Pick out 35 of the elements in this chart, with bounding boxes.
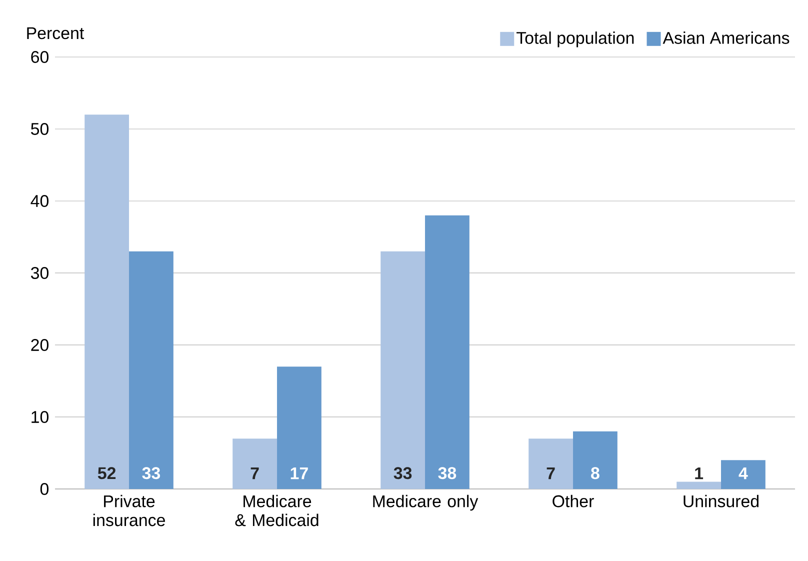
bar [380, 251, 426, 489]
data-label: 7 [250, 467, 259, 480]
y-tick-label: 50 [31, 122, 49, 135]
bar [721, 460, 766, 489]
bar [676, 482, 722, 489]
data-label: 8 [591, 467, 600, 480]
bar [129, 251, 174, 489]
data-label: 1 [695, 467, 704, 480]
y-tick-label: 10 [32, 410, 49, 423]
x-tick-label: Private insurance [93, 494, 165, 526]
bar [232, 438, 278, 489]
y-tick-label: 0 [40, 482, 49, 495]
data-label: 33 [394, 467, 412, 480]
y-tick-label: 60 [31, 50, 49, 63]
bar [277, 366, 322, 489]
data-label: 7 [546, 467, 555, 480]
legend-label: Asian Americans [662, 32, 790, 44]
x-tick-label: Uninsured [684, 494, 758, 508]
data-label: 33 [142, 467, 160, 480]
bar [84, 114, 130, 489]
x-tick-label: Medicare & Medicaid [235, 494, 318, 526]
x-tick-label: Other [552, 494, 594, 508]
y-tick-label: 30 [30, 266, 49, 279]
data-label: 4 [738, 467, 748, 480]
y-axis-title: Percent [27, 27, 84, 40]
data-label: 17 [290, 467, 308, 480]
y-tick-label: 40 [30, 194, 49, 207]
legend-label: Total population [516, 32, 634, 48]
x-tick-label: Medicare only [373, 494, 478, 511]
y-tick-label: 20 [31, 338, 49, 351]
data-label: 38 [438, 467, 456, 480]
data-label: 52 [98, 467, 116, 480]
bar [425, 215, 470, 489]
bar [573, 431, 618, 489]
bar [528, 438, 574, 489]
